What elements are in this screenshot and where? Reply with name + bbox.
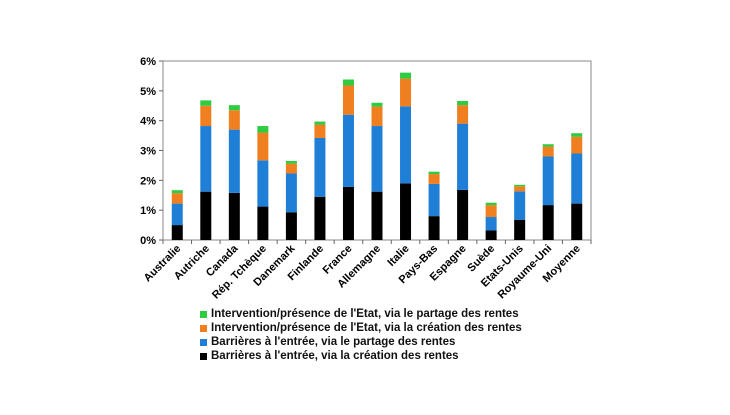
bar-segment (485, 205, 497, 218)
bar-segment (457, 100, 469, 106)
bar-segment (485, 230, 497, 240)
bar-segment (457, 123, 469, 190)
bar-segment (485, 217, 497, 231)
bar-segment (342, 186, 354, 240)
legend-item: Barrières à l'entrée, via la création de… (200, 349, 560, 363)
bar-segment (400, 72, 412, 79)
bar-segment (200, 105, 212, 127)
y-tick-label: 2% (140, 175, 156, 187)
bar-segment (285, 163, 297, 174)
bar-segment (342, 79, 354, 86)
bar-segment (257, 132, 269, 161)
bar-segment (571, 133, 583, 137)
y-tick-label: 4% (140, 116, 156, 128)
bar-segment (314, 137, 326, 197)
bar-segment (571, 136, 583, 154)
x-tick-label: Italie (385, 243, 411, 269)
bar-segment (257, 126, 269, 133)
bar-segment (371, 126, 383, 192)
bar-segment (400, 183, 412, 240)
bar-segment (314, 196, 326, 240)
bar-segment (200, 191, 212, 240)
bar-segment (514, 186, 526, 192)
bar-segment (257, 160, 269, 207)
bar-segment (542, 144, 554, 147)
bar-segment (457, 189, 469, 240)
bar-segment (400, 78, 412, 107)
bar-segment (171, 225, 183, 240)
bar-segment (285, 212, 297, 240)
bar-segment (428, 183, 440, 217)
bar-segment (371, 106, 383, 127)
y-tick-label: 5% (140, 86, 156, 98)
bar-segment (428, 216, 440, 240)
bar-segment (257, 206, 269, 240)
bar-segment (314, 124, 326, 138)
y-tick-label: 0% (140, 235, 156, 247)
bar-segment (514, 184, 526, 187)
bar-segment (542, 205, 554, 240)
bar-segment (485, 202, 497, 206)
legend-label: Intervention/présence de l'Etat, via la … (211, 322, 522, 334)
bar-segment (285, 173, 297, 213)
y-tick-label: 3% (140, 146, 156, 158)
bar-segment (342, 85, 354, 115)
bar-segment (428, 171, 440, 175)
bar-segment (228, 129, 240, 193)
bar-segment (514, 219, 526, 240)
bar-segment (314, 121, 326, 125)
bar-segment (342, 114, 354, 187)
legend: Intervention/présence de l'Etat, via le … (200, 307, 560, 363)
bar-segment (228, 192, 240, 240)
legend-item: Barrières à l'entrée, via le partage des… (200, 335, 560, 349)
bar-segment (457, 105, 469, 124)
bar-segment (371, 191, 383, 240)
legend-swatch (200, 310, 207, 318)
bar-segment (171, 190, 183, 194)
bar-segment (285, 160, 297, 164)
bar-segment (171, 193, 183, 204)
legend-item: Intervention/présence de l'Etat, via la … (200, 321, 560, 335)
bar-segment (371, 102, 383, 107)
bar-segment (171, 203, 183, 226)
legend-swatch (200, 338, 207, 346)
bar-segment (228, 110, 240, 130)
bar-segment (542, 146, 554, 157)
bar-segment (228, 105, 240, 111)
bar-segment (428, 174, 440, 184)
bar-segment (571, 203, 583, 240)
legend-label: Barrières à l'entrée, via le partage des… (211, 336, 456, 348)
bar-segment (200, 100, 212, 106)
legend-swatch (200, 352, 207, 360)
bar-segment (542, 156, 554, 206)
legend-label: Intervention/présence de l'Etat, via le … (211, 308, 519, 320)
bar-segment (514, 191, 526, 220)
legend-item: Intervention/présence de l'Etat, via le … (200, 307, 560, 321)
legend-swatch (200, 324, 207, 332)
bar-segment (200, 126, 212, 192)
y-tick-label: 6% (140, 56, 156, 68)
y-tick-label: 1% (140, 205, 156, 217)
bar-segment (571, 153, 583, 204)
bar-segment (400, 106, 412, 184)
legend-label: Barrières à l'entrée, via la création de… (211, 350, 459, 362)
